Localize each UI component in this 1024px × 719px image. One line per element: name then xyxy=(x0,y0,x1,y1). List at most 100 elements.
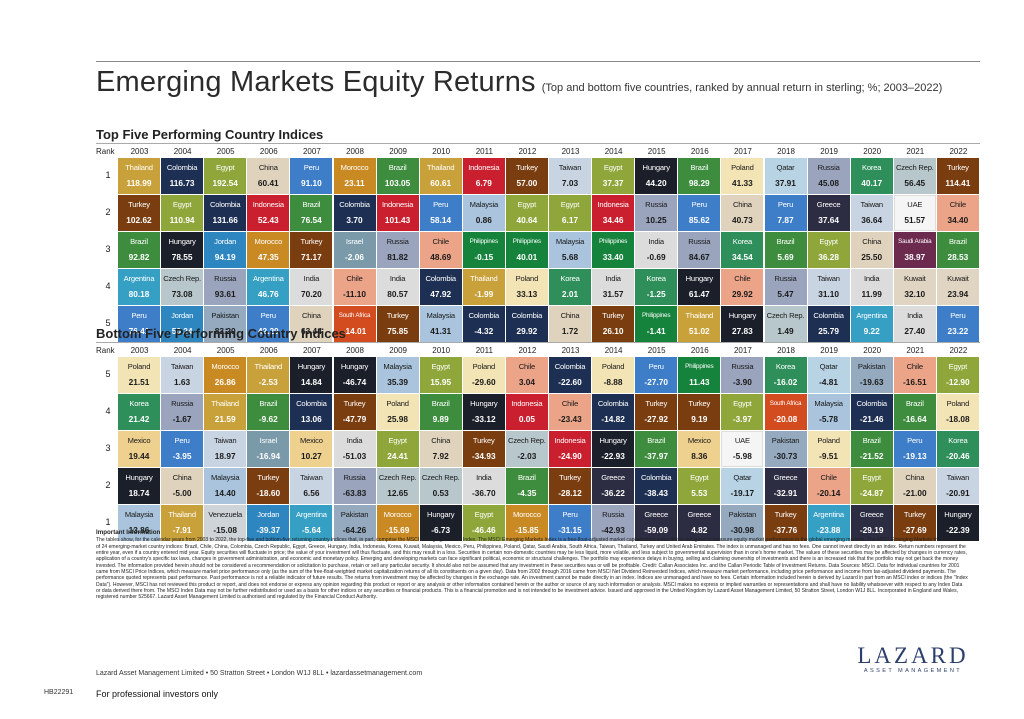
country-cell: Philippines -0.15 xyxy=(462,232,505,268)
return-value: -47.79 xyxy=(342,414,367,424)
country-name: Czech Rep. xyxy=(895,163,934,172)
country-cell: Saudi Arabia 38.97 xyxy=(893,232,936,268)
return-value: -4.32 xyxy=(474,326,494,336)
country-name: Poland xyxy=(472,362,496,371)
country-cell: Hungary 61.47 xyxy=(678,269,721,305)
country-name: Taiwan xyxy=(213,436,237,445)
country-name: China xyxy=(732,200,752,209)
return-value: 27.40 xyxy=(904,326,926,336)
country-name: Russia xyxy=(731,362,754,371)
country-cell: India 11.99 xyxy=(850,269,893,305)
return-value: 14.84 xyxy=(301,377,322,387)
return-value: 7.87 xyxy=(777,215,794,225)
year-header-2013: 2013 xyxy=(561,147,580,156)
rank-header: Rank xyxy=(96,147,115,156)
country-name: Chile xyxy=(734,274,751,283)
rank-row: 3 Mexico 19.44 Peru -3.95 Taiwan 18.97 Israel -1… xyxy=(96,431,980,468)
year-header-2005: 2005 xyxy=(216,147,235,156)
return-value: -59.09 xyxy=(644,525,668,535)
country-cell: Turkey 114.41 xyxy=(936,158,979,194)
country-name: UAE xyxy=(907,200,923,209)
country-name: Colombia xyxy=(209,200,241,209)
country-name: South Africa xyxy=(338,312,371,319)
country-cell: Egypt 40.64 xyxy=(505,195,548,231)
country-cell: Czech Rep. 12.65 xyxy=(376,468,419,504)
country-cell: Kuwait 32.10 xyxy=(893,269,936,305)
year-header-2009: 2009 xyxy=(389,346,407,355)
return-value: 76.54 xyxy=(301,215,322,225)
country-cell: Jordan 94.19 xyxy=(204,232,247,268)
return-value: 94.19 xyxy=(214,252,236,262)
country-name: Turkey xyxy=(947,163,969,172)
return-value: -19.17 xyxy=(730,488,755,498)
country-name: Hungary xyxy=(340,362,369,371)
country-cell: Egypt -12.90 xyxy=(936,357,979,393)
return-value: -27.69 xyxy=(903,525,927,535)
country-cell: Morocco 23.11 xyxy=(333,158,376,194)
country-name: Argentina xyxy=(856,311,888,320)
year-header-2010: 2010 xyxy=(432,147,451,156)
country-name: Morocco xyxy=(340,163,369,172)
return-value: -16.51 xyxy=(903,377,927,387)
country-cell: Turkey -37.76 xyxy=(764,505,807,541)
country-name: Russia xyxy=(602,510,625,519)
section-rule xyxy=(96,342,980,343)
return-value: 21.51 xyxy=(128,377,150,387)
country-name: Peru xyxy=(648,362,664,371)
year-header-2009: 2009 xyxy=(389,147,407,156)
return-value: 23.22 xyxy=(947,326,969,336)
country-name: Taiwan xyxy=(946,473,970,482)
return-value: 85.62 xyxy=(688,215,710,225)
country-cell: Pakistan -64.26 xyxy=(333,505,376,541)
country-name: India xyxy=(346,436,363,445)
country-cell: China 25.50 xyxy=(850,232,893,268)
country-cell: Taiwan 31.10 xyxy=(807,269,850,305)
country-name: Korea xyxy=(948,436,968,445)
country-cell: Greece 37.64 xyxy=(807,195,850,231)
year-header-2015: 2015 xyxy=(647,147,666,156)
country-name: Qatar xyxy=(733,473,752,482)
return-value: -51.03 xyxy=(342,451,367,461)
country-cell: Hungary -33.12 xyxy=(462,394,505,430)
country-cell: UAE 51.57 xyxy=(893,195,936,231)
return-value: -15.85 xyxy=(515,525,539,535)
year-header-2022: 2022 xyxy=(949,346,968,355)
rank-number: 2 xyxy=(105,480,111,490)
return-value: 40.01 xyxy=(516,252,538,262)
return-value: -20.08 xyxy=(773,414,798,424)
return-value: 25.79 xyxy=(818,326,839,336)
country-cell: Taiwan 6.56 xyxy=(290,468,333,504)
rank-row: 1 Thailand 118.99 Colombia 116.73 Egypt 192.54… xyxy=(96,158,980,195)
return-value: -6.73 xyxy=(431,525,451,535)
year-header-2010: 2010 xyxy=(432,346,451,355)
return-value: 80.18 xyxy=(128,289,150,299)
country-name: Russia xyxy=(774,274,797,283)
rank-number: 3 xyxy=(105,443,111,453)
country-name: Korea xyxy=(775,362,796,371)
country-name: Peru xyxy=(777,200,794,209)
rank-row: 5 Poland 21.51 Taiwan 1.63 Morocco 26.86 Thaila… xyxy=(96,357,980,394)
return-value: -39.37 xyxy=(256,525,281,535)
return-value: -23.88 xyxy=(816,525,841,535)
country-name: Mexico xyxy=(687,436,711,445)
return-value: -63.83 xyxy=(342,488,367,498)
country-cell: Morocco -15.85 xyxy=(505,505,548,541)
return-value: 75.85 xyxy=(387,326,408,336)
country-cell: Poland 41.33 xyxy=(721,158,764,194)
important-title: Important Information xyxy=(96,529,161,536)
country-cell: Turkey -27.92 xyxy=(635,394,678,430)
country-name: Thailand xyxy=(685,311,714,320)
country-name: China xyxy=(431,436,451,445)
country-cell: Colombia -14.82 xyxy=(592,394,635,430)
country-name: Turkey xyxy=(472,436,495,445)
country-cell: Malaysia -5.78 xyxy=(807,394,850,430)
country-name: Morocco xyxy=(254,237,283,246)
country-cell: India -51.03 xyxy=(333,431,376,467)
return-value: 5.53 xyxy=(691,488,708,498)
return-value: 0.05 xyxy=(518,414,535,424)
return-value: 41.31 xyxy=(430,326,452,336)
return-value: 40.73 xyxy=(732,215,753,225)
year-header-2017: 2017 xyxy=(733,147,752,156)
country-cell: China 1.72 xyxy=(549,306,591,342)
country-name: China xyxy=(172,473,192,482)
